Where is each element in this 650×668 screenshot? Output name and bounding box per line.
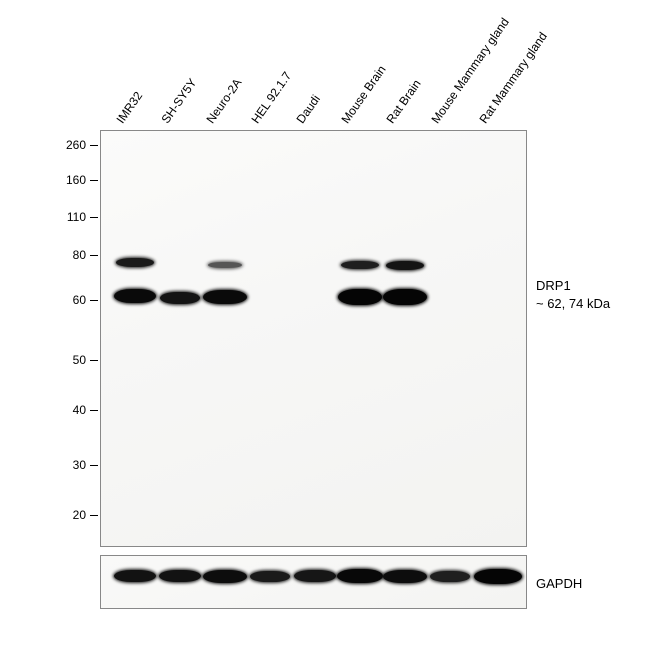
lane-label: IMR32	[114, 89, 146, 126]
mw-tick	[90, 255, 98, 256]
mw-label: 30	[60, 458, 86, 472]
band	[114, 570, 156, 582]
band	[203, 290, 247, 304]
mw-label: 160	[60, 173, 86, 187]
lane-label: HEL 92.1.7	[249, 69, 295, 126]
mw-tick	[90, 410, 98, 411]
band	[338, 289, 382, 305]
label-drp1: DRP1	[536, 278, 571, 293]
band	[250, 571, 290, 582]
mw-tick	[90, 300, 98, 301]
mw-label: 40	[60, 403, 86, 417]
lane-label: Mouse Brain	[339, 63, 389, 126]
band	[116, 258, 154, 267]
band	[474, 569, 522, 584]
label-kda: ~ 62, 74 kDa	[536, 296, 610, 311]
band	[208, 262, 242, 268]
lane-label: Rat Brain	[384, 77, 424, 126]
blot-gapdh	[100, 555, 527, 609]
mw-tick	[90, 360, 98, 361]
mw-label: 20	[60, 508, 86, 522]
mw-label: 260	[60, 138, 86, 152]
band	[341, 261, 379, 269]
mw-tick	[90, 180, 98, 181]
mw-tick	[90, 465, 98, 466]
mw-tick	[90, 145, 98, 146]
band	[114, 289, 156, 303]
figure-container: IMR32 SH-SY5YNeuro-2AHEL 92.1.7Daudi Mouse…	[0, 0, 650, 668]
mw-label: 60	[60, 293, 86, 307]
band	[160, 292, 200, 304]
band	[383, 570, 427, 583]
mw-tick	[90, 515, 98, 516]
label-gapdh: GAPDH	[536, 576, 582, 591]
band	[383, 289, 427, 305]
mw-label: 110	[60, 210, 86, 224]
band	[294, 570, 336, 582]
blot-main	[100, 130, 527, 547]
mw-label: 50	[60, 353, 86, 367]
mw-label: 80	[60, 248, 86, 262]
band	[159, 570, 201, 582]
mw-tick	[90, 217, 98, 218]
lane-label: Neuro-2A	[204, 76, 245, 126]
band	[203, 570, 247, 583]
lane-label: SH-SY5Y	[159, 76, 200, 126]
lane-label: Daudi	[294, 92, 323, 126]
band	[430, 571, 470, 582]
band	[337, 569, 383, 583]
band	[386, 261, 424, 270]
